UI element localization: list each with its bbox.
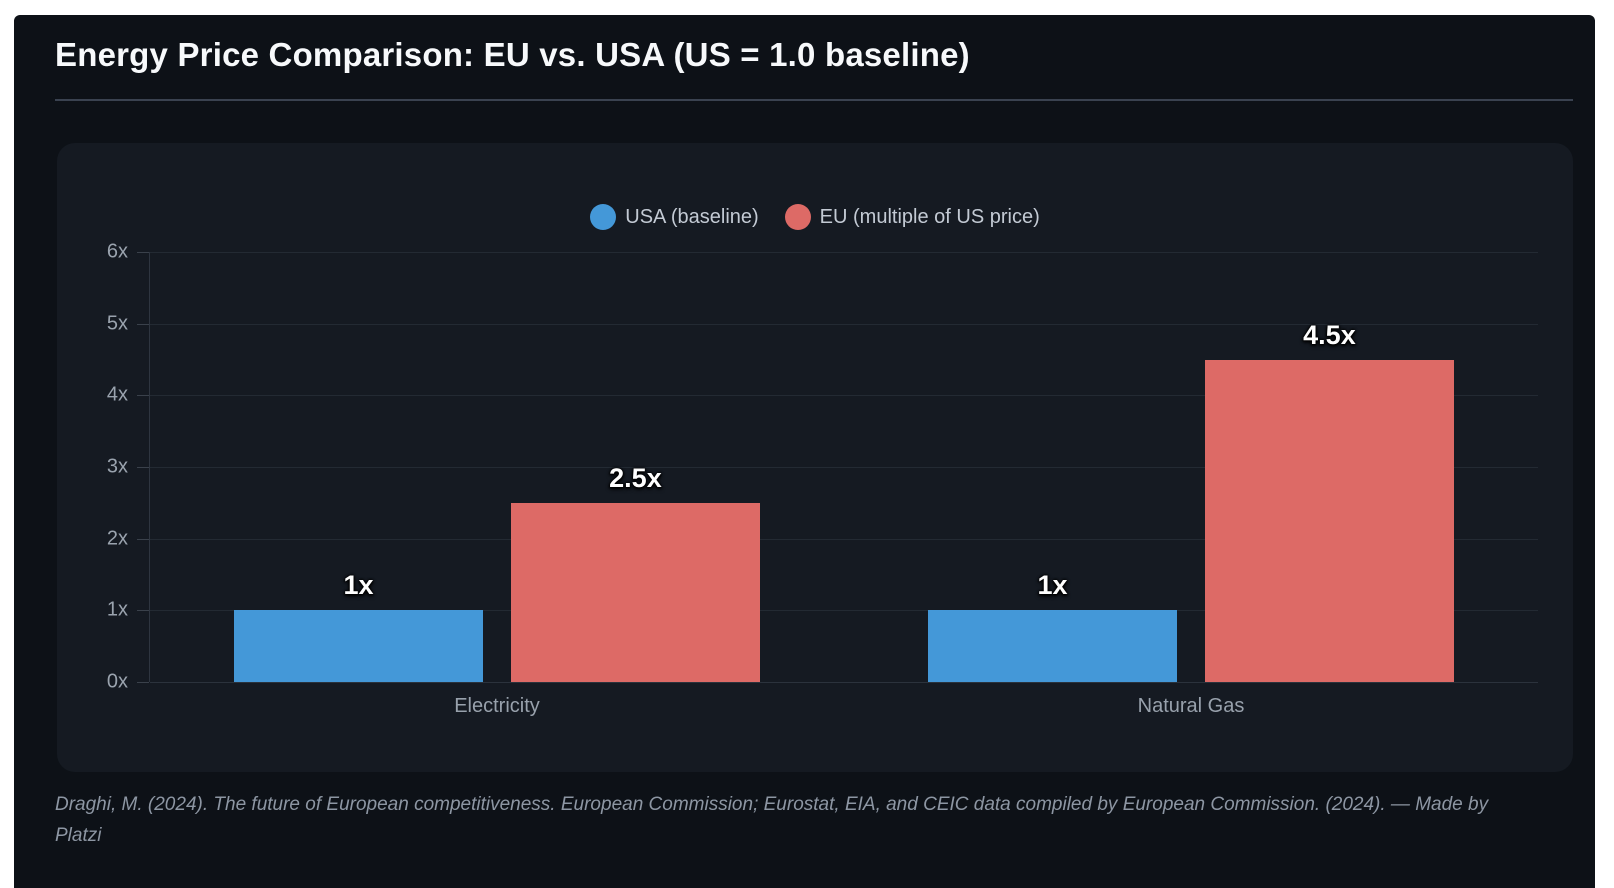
- y-tick-mark: [137, 610, 149, 612]
- y-tick-label: 0x: [106, 670, 128, 693]
- legend-item-usa[interactable]: USA (baseline): [590, 204, 759, 230]
- gridline-6x: [150, 252, 1538, 253]
- y-tick-mark: [137, 538, 149, 540]
- bar-natural-gas-usa: [927, 610, 1178, 682]
- gridline-1x: [150, 610, 1538, 612]
- bar-value-label: 4.5x: [1303, 319, 1356, 350]
- gridline-0x: [150, 682, 1538, 683]
- y-tick-label: 6x: [106, 240, 128, 263]
- bar-value-label: 1x: [343, 570, 374, 601]
- legend-item-eu[interactable]: EU (multiple of US price): [784, 204, 1040, 230]
- y-tick-mark: [137, 467, 149, 468]
- bar-electricity-eu: [510, 502, 761, 682]
- category-label-natural-gas: Natural Gas: [1137, 695, 1245, 717]
- y-axis-line: [149, 252, 150, 682]
- y-tick-label: 3x: [106, 455, 128, 478]
- gridline-3x: [150, 467, 1538, 468]
- y-tick-mark: [137, 252, 149, 253]
- legend-color-dot: [590, 204, 617, 230]
- page-title: Energy Price Comparison: EU vs. USA (US …: [55, 36, 970, 73]
- bar-value-label: 2.5x: [609, 462, 662, 493]
- bar-electricity-usa: [233, 610, 484, 682]
- chart-card: USA (baseline) EU (multiple of US price) …: [57, 143, 1573, 772]
- y-tick-label: 2x: [106, 527, 128, 550]
- category-label-electricity: Electricity: [454, 695, 540, 717]
- gridline-4x: [150, 395, 1538, 397]
- bar-value-label: 1x: [1037, 570, 1068, 601]
- legend-label: USA (baseline): [625, 205, 759, 228]
- gridline-5x: [150, 323, 1538, 325]
- source-citation: Draghi, M. (2024). The future of Europea…: [55, 794, 1489, 846]
- y-tick-label: 1x: [106, 598, 128, 621]
- y-tick-mark: [137, 323, 149, 325]
- bar-natural-gas-eu: [1204, 359, 1455, 682]
- legend-color-dot: [784, 204, 811, 230]
- gridline-2x: [150, 538, 1538, 540]
- legend-label: EU (multiple of US price): [819, 205, 1040, 228]
- y-tick-label: 4x: [106, 383, 128, 406]
- y-tick-mark: [137, 682, 149, 683]
- bar-chart-plot-area: 0x 1x 2x 3x 4x 5x 6x 1x 2.5x Electricity 1x 4.5x Nat…: [107, 241, 1538, 717]
- title-divider: [55, 99, 1573, 101]
- y-tick-mark: [137, 395, 149, 397]
- y-tick-label: 5x: [106, 312, 128, 335]
- chart-legend: USA (baseline) EU (multiple of US price): [57, 204, 1573, 230]
- dark-chart-panel: Energy Price Comparison: EU vs. USA (US …: [14, 15, 1595, 888]
